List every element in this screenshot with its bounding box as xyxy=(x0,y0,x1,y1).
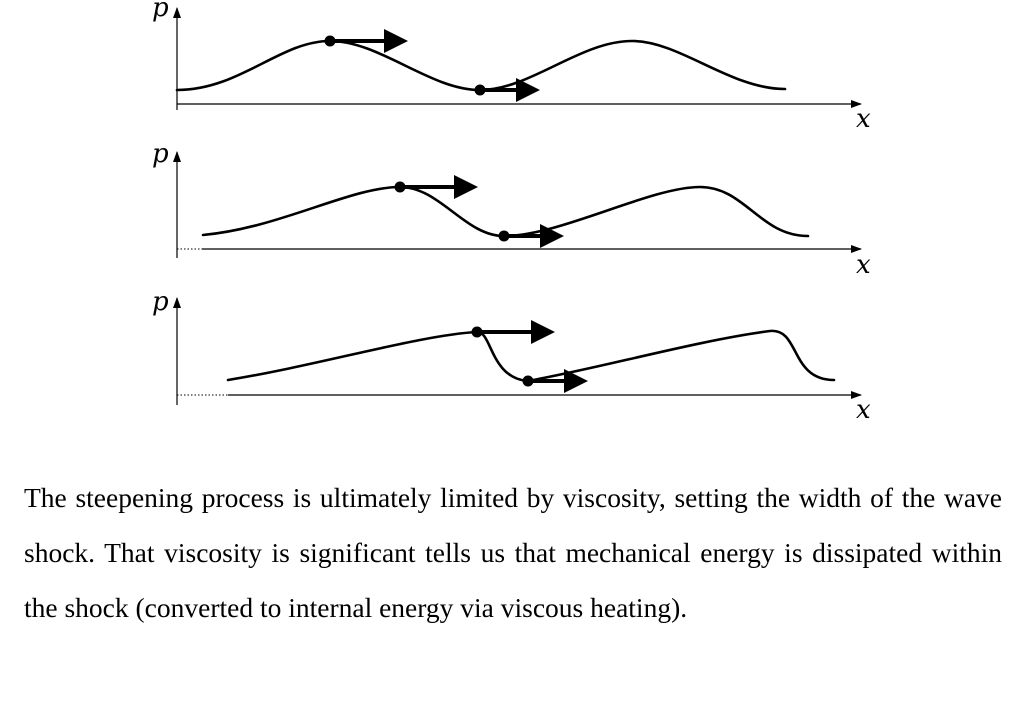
panel-2-x-label: x xyxy=(856,250,871,280)
panel-3-wave-curve xyxy=(226,329,836,383)
panel-3-y-label: p xyxy=(152,287,169,317)
panel-3-x-label: x xyxy=(856,395,871,425)
wave-steepening-figure: p x p x p x xyxy=(152,0,871,425)
panel-1-x-label: x xyxy=(856,104,871,134)
panel-1-y-label: p xyxy=(152,0,169,23)
panel-2: p x xyxy=(152,139,871,280)
panel-1: p x xyxy=(152,0,871,134)
panel-1-wave-curve xyxy=(175,39,787,92)
caption-paragraph: The steepening process is ultimately lim… xyxy=(24,482,1002,623)
panel-2-wave-curve xyxy=(201,185,810,238)
panel-3: p x xyxy=(152,287,871,425)
panel-2-y-label: p xyxy=(152,139,169,169)
